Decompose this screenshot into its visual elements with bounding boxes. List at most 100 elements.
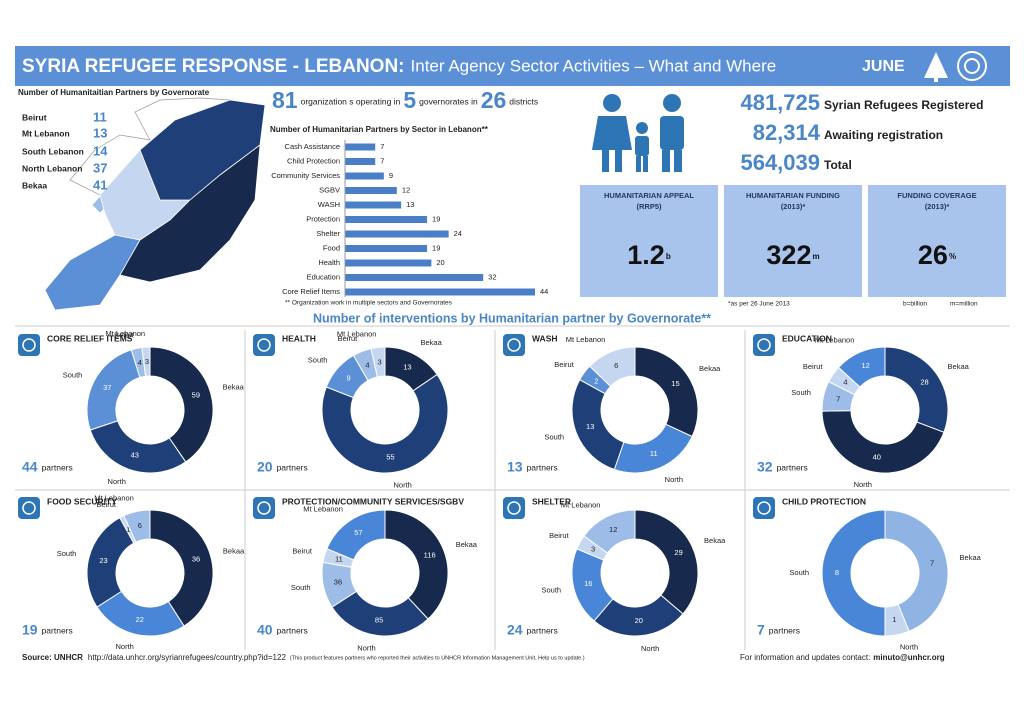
donut-value: 59	[192, 391, 200, 400]
summary-text: governorates in	[419, 96, 478, 106]
donut-segment	[141, 346, 151, 377]
partners-count: 40	[257, 622, 273, 638]
donut-segment	[370, 346, 386, 378]
bar-value: 44	[540, 287, 548, 296]
unit-note: m=million	[950, 301, 978, 308]
funding-title: FUNDING COVERAGE	[897, 191, 976, 200]
icon-head	[636, 122, 648, 134]
partners-count: 19	[22, 622, 38, 638]
contact: For information and updates contact:	[740, 653, 870, 662]
donut-category: North	[116, 642, 134, 651]
partners-label: partners	[777, 462, 808, 472]
sector-icon	[753, 497, 775, 519]
donut-value: 36	[192, 554, 200, 563]
bar-label: Education	[307, 272, 340, 281]
bar-label: Health	[318, 258, 340, 267]
donut-category: South	[544, 432, 564, 441]
governorate-value: 41	[93, 177, 107, 192]
donut-category: South	[791, 388, 811, 397]
governorate-value: 37	[93, 160, 107, 175]
donut-title: PROTECTION/COMMUNITY SERVICES/SGBV	[282, 496, 464, 506]
bar-label: Community Services	[271, 171, 340, 180]
bar-label: Cash Assistance	[285, 142, 340, 151]
donut-title: EDUCATION	[782, 333, 832, 343]
section-title: Number of interventions by Humanitarian …	[313, 311, 711, 325]
donut-title: FOOD SECURITY	[47, 496, 117, 506]
governorate-name: North Lebanon	[22, 163, 82, 173]
icon-leg	[615, 150, 622, 172]
org-count: 81	[272, 87, 298, 113]
bar-value: 24	[454, 229, 462, 238]
donut-category: North	[900, 643, 918, 652]
cedar-trunk	[934, 76, 938, 82]
donut-value: 3	[145, 357, 149, 366]
sector-icon-mark	[22, 338, 36, 352]
donut-segment	[884, 509, 949, 632]
donut-segment	[149, 346, 214, 463]
un-circle	[957, 51, 987, 81]
bar	[345, 158, 376, 165]
bar-label: Child Protection	[287, 156, 340, 165]
donut-segment	[123, 509, 151, 543]
donut-value: 4	[843, 378, 847, 387]
sector-icon-mark	[257, 501, 271, 515]
stat-value: 82,314	[753, 120, 821, 145]
donut-value: 7	[930, 559, 934, 568]
donut-category: Bekaa	[699, 364, 721, 373]
donut-segment	[384, 509, 449, 620]
donut-category: Mt Lebanon	[815, 335, 855, 344]
funding-title: HUMANITARIAN APPEAL	[604, 191, 694, 200]
source-note: (This product features partners who repo…	[290, 655, 585, 661]
icon-leg	[674, 150, 682, 172]
icon-leg	[643, 156, 648, 172]
donut-category: Mt Lebanon	[337, 329, 377, 338]
funding-box	[724, 185, 862, 297]
partners-label: partners	[527, 462, 558, 472]
partners-label: partners	[277, 462, 308, 472]
donut-category: Bekaa	[960, 553, 982, 562]
bar-label: Shelter	[316, 229, 340, 238]
donut-value: 85	[375, 616, 383, 625]
donut-category: Beirut	[292, 547, 313, 556]
bar-title: Number of Humanitarian Partners by Secto…	[270, 125, 489, 134]
donut-category: South	[789, 568, 809, 577]
sector-icon	[253, 334, 275, 356]
partners-label: partners	[42, 462, 73, 472]
district-count: 26	[481, 87, 507, 113]
donut-category: Bekaa	[223, 547, 245, 556]
donut-category: Beirut	[96, 500, 117, 509]
donut-value: 2	[594, 377, 598, 386]
funding-subtitle: (2013)*	[925, 202, 950, 211]
icon-body	[660, 116, 684, 150]
bar-value: 12	[402, 185, 410, 194]
governorate-name: Mt Lebanon	[22, 128, 70, 138]
donut-segment	[583, 509, 636, 554]
donut-category: Bekaa	[456, 540, 478, 549]
bar-label: Core Relief Items	[282, 287, 340, 296]
bar-value: 7	[380, 142, 384, 151]
governorate-value: 13	[93, 125, 107, 140]
donut-value: 55	[386, 453, 394, 462]
donut-value: 6	[138, 521, 142, 530]
donut-category: South	[57, 549, 77, 558]
donut-value: 12	[609, 525, 617, 534]
donut-category: North	[665, 475, 683, 484]
donut-category: North	[357, 643, 375, 652]
donut-value: 23	[99, 556, 107, 565]
funding-value: 322	[766, 240, 811, 270]
funding-value: 26	[918, 240, 948, 270]
sector-icon	[18, 334, 40, 356]
donut-title: CHILD PROTECTION	[782, 496, 866, 506]
donut-value: 8	[835, 568, 839, 577]
donut-segment	[326, 509, 386, 561]
cedar-logo	[924, 52, 948, 82]
icon-leg	[662, 150, 670, 172]
sector-icon-mark	[757, 501, 771, 515]
governorate-value: 14	[93, 143, 108, 158]
donut-value: 15	[671, 379, 679, 388]
donut-value: 13	[403, 363, 411, 372]
donut-category: Beirut	[549, 531, 570, 540]
contact-email: minuto@unhcr.org	[873, 653, 944, 662]
bar	[345, 274, 484, 281]
donut-category: South	[308, 355, 328, 364]
